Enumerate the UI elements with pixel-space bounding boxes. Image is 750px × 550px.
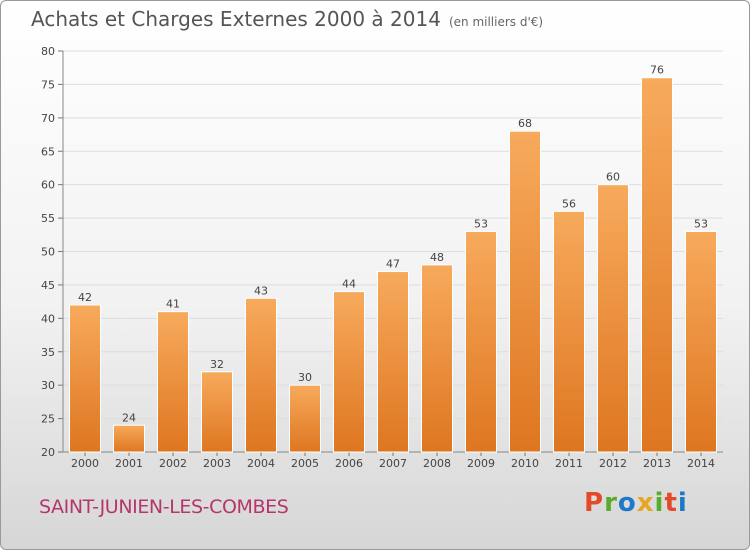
bar-2000	[69, 304, 101, 453]
chart-subtitle: (en milliers d'€)	[448, 15, 544, 29]
bar-2009	[465, 230, 497, 453]
data-label: 43	[254, 284, 268, 297]
data-labels: 42 24 41 32 43 30 44 47 48 53 68 56 60 76 53	[78, 64, 708, 425]
logo-letter: x	[636, 488, 655, 518]
data-label: 60	[606, 171, 620, 184]
bar-2001	[113, 424, 145, 453]
x-tick-label: 2005	[291, 457, 319, 470]
data-label: 56	[562, 197, 576, 210]
bar-2008	[421, 264, 453, 453]
x-tick-label: 2006	[335, 457, 363, 470]
data-label: 41	[166, 298, 180, 311]
commune-name: SAINT-JUNIEN-LES-COMBES	[39, 496, 289, 518]
data-label: 44	[342, 278, 356, 291]
y-tick-label: 75	[41, 78, 55, 91]
y-tick-label: 55	[41, 212, 55, 225]
data-label: 53	[474, 217, 488, 230]
bar-2002	[157, 311, 189, 453]
x-tick-label: 2009	[467, 457, 495, 470]
bar-2005	[289, 384, 321, 453]
logo-letter: t	[664, 488, 678, 518]
x-tick-label: 2008	[423, 457, 451, 470]
bar-2006	[333, 291, 365, 453]
x-tick-label: 2011	[555, 457, 583, 470]
x-tick-label: 2003	[203, 457, 231, 470]
bar-2004	[245, 297, 277, 453]
title-text: Achats et Charges Externes 2000 à 2014	[31, 7, 441, 31]
y-tick-label: 30	[41, 379, 55, 392]
y-tick-label: 80	[41, 45, 55, 58]
y-tick-label: 25	[41, 413, 55, 426]
logo-letter: P	[584, 488, 605, 518]
bars	[69, 77, 717, 453]
data-label: 76	[650, 64, 664, 77]
data-label: 42	[78, 291, 92, 304]
y-tick-label: 70	[41, 112, 55, 125]
x-tick-label: 2014	[687, 457, 715, 470]
y-tick-label: 65	[41, 145, 55, 158]
chart-title: Achats et Charges Externes 2000 à 2014 (e…	[31, 7, 543, 31]
bar-2014	[685, 230, 717, 453]
y-tick-label: 20	[41, 446, 55, 459]
bar-2010	[509, 130, 541, 453]
x-tick-label: 2001	[115, 457, 143, 470]
data-label: 24	[122, 411, 136, 424]
bar-2003	[201, 371, 233, 453]
logo-letter: o	[617, 488, 637, 518]
y-tick-label: 40	[41, 312, 55, 325]
logo-letter: i	[654, 488, 665, 518]
logo-letter: r	[604, 488, 618, 518]
y-tick-label: 35	[41, 346, 55, 359]
y-tick-label: 60	[41, 179, 55, 192]
x-tick-label: 2010	[511, 457, 539, 470]
bar-2013	[641, 77, 673, 453]
x-tick-label: 2004	[247, 457, 275, 470]
logo-letter: i	[677, 488, 688, 518]
data-label: 68	[518, 117, 532, 130]
data-label: 48	[430, 251, 444, 264]
axes: 20 25 30 35 40 45 50 55 60 65 70 75 80 2000 2001 2002 20…	[41, 45, 723, 470]
data-label: 53	[694, 217, 708, 230]
bar-2011	[553, 210, 585, 453]
x-tick-label: 2007	[379, 457, 407, 470]
y-tick-label: 45	[41, 279, 55, 292]
data-label: 32	[210, 358, 224, 371]
x-tick-label: 2000	[71, 457, 99, 470]
x-tick-label: 2013	[643, 457, 671, 470]
proxiti-logo: Proxiti	[584, 488, 688, 518]
x-tick-label: 2002	[159, 457, 187, 470]
data-label: 47	[386, 258, 400, 271]
y-tick-label: 50	[41, 246, 55, 259]
x-tick-label: 2012	[599, 457, 627, 470]
bar-2007	[377, 271, 409, 453]
data-label: 30	[298, 371, 312, 384]
bar-2012	[597, 184, 629, 453]
